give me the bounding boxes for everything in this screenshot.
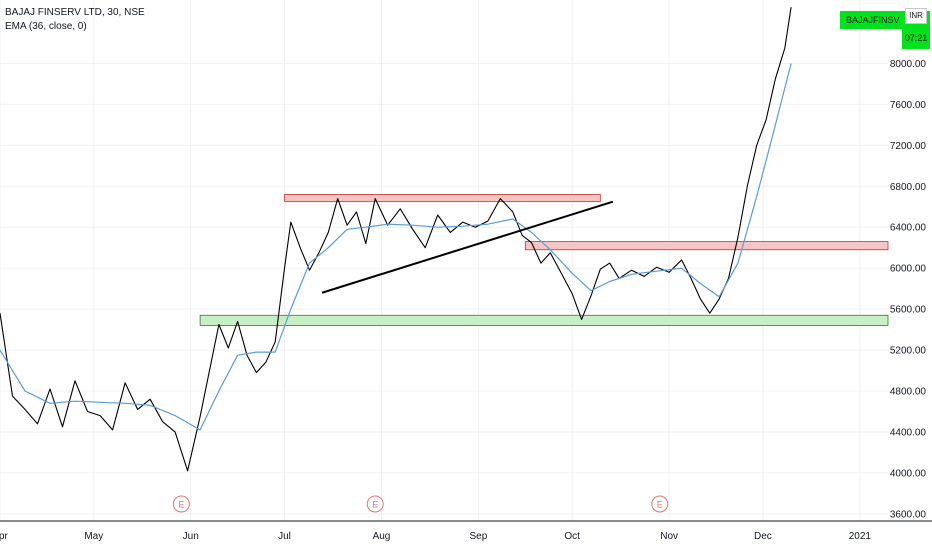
currency-badge[interactable]: INR — [905, 8, 927, 24]
resistance-zone[interactable] — [284, 194, 601, 203]
earnings-marker[interactable]: E — [366, 495, 384, 513]
x-tick-label: Jun — [183, 531, 199, 542]
y-tick-label: 6000.00 — [890, 264, 927, 275]
y-tick-label: 4800.00 — [890, 387, 927, 398]
y-tick-label: 4000.00 — [890, 468, 927, 479]
x-tick-label: Nov — [660, 531, 678, 542]
series-layer — [0, 7, 792, 472]
ascending-trendline[interactable] — [321, 200, 614, 294]
earnings-marker-label: E — [657, 500, 663, 510]
price-series-line — [0, 7, 792, 472]
support-zone[interactable] — [199, 314, 889, 326]
y-tick-label: 7200.00 — [890, 141, 927, 152]
y-tick-label: 4400.00 — [890, 427, 927, 438]
y-tick-label: 6800.00 — [890, 182, 927, 193]
y-tick-label: 3600.00 — [890, 509, 927, 520]
indicator-label[interactable]: EMA (36, close, 0) — [5, 21, 87, 32]
trendline-layer — [321, 200, 614, 294]
x-tick-label: Sep — [469, 531, 487, 542]
earnings-marker-circle — [651, 495, 669, 513]
x-tick-label: Oct — [564, 531, 580, 542]
ticker-badge: BAJAJFINSV — [840, 11, 902, 29]
earnings-marker[interactable]: E — [172, 495, 190, 513]
y-tick-label: 6400.00 — [890, 223, 927, 234]
earnings-marker-label: E — [372, 500, 378, 510]
earnings-marker-label: E — [178, 500, 184, 510]
y-axis[interactable]: 8000.00 7600.00 7200.00 6800.00 6400.00 6000.… — [890, 59, 927, 520]
y-tick-label: 7600.00 — [890, 100, 927, 111]
chart-grid — [0, 0, 888, 521]
earnings-marker-circle — [172, 495, 190, 513]
chart-legend: BAJAJ FINSERV LTD, 30, NSE EMA (36, clos… — [5, 6, 145, 34]
symbol-title[interactable]: BAJAJ FINSERV LTD, 30, NSE — [5, 7, 145, 18]
x-tick-label: Dec — [754, 531, 772, 542]
resistance-zone[interactable] — [524, 241, 889, 251]
zone-layer — [199, 194, 889, 326]
x-tick-label: 2021 — [849, 531, 872, 542]
x-tick-label: Jul — [278, 531, 291, 542]
y-tick-label: 8000.00 — [890, 59, 927, 70]
x-tick-label: Apr — [0, 531, 8, 542]
bar-countdown: 07:21 — [904, 33, 928, 43]
x-tick-label: Aug — [373, 531, 391, 542]
y-tick-label: 5200.00 — [890, 346, 927, 357]
earnings-marker-circle — [366, 495, 384, 513]
ema-series-line — [0, 63, 792, 431]
x-axis[interactable]: Apr May Jun Jul Aug Sep Oct Nov Dec 2021 — [0, 531, 871, 542]
x-tick-label: May — [84, 531, 103, 542]
earnings-marker[interactable]: E — [651, 495, 669, 513]
y-tick-label: 5600.00 — [890, 305, 927, 316]
